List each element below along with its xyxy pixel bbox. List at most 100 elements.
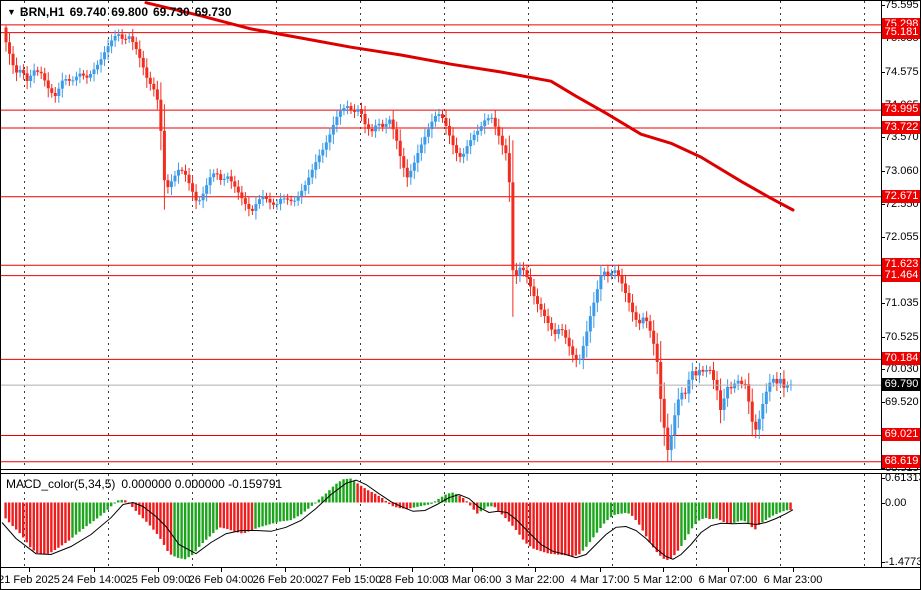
- macd-histogram-bar: [268, 502, 271, 525]
- quote-low: 69.730: [153, 5, 190, 19]
- candle: [257, 199, 261, 204]
- price-tick-label: 73.060: [885, 164, 919, 177]
- symbol-dropdown-icon[interactable]: ▼: [7, 7, 16, 17]
- macd-histogram-bar: [486, 502, 490, 507]
- candle: [363, 113, 367, 125]
- candle: [159, 99, 163, 131]
- macd-tick-mark: [881, 561, 885, 563]
- candle: [648, 321, 652, 331]
- candle: [448, 125, 452, 136]
- level-price-badge: 70.184: [882, 352, 920, 366]
- macd-histogram-bar: [550, 502, 553, 554]
- candle: [43, 73, 47, 81]
- candle: [272, 202, 276, 205]
- level-price-badge: 75.181: [882, 25, 920, 39]
- macd-tick-label: -1.47732: [885, 555, 920, 568]
- candle: [493, 117, 497, 127]
- candle: [680, 392, 684, 400]
- candle: [338, 111, 342, 117]
- candle: [609, 272, 613, 276]
- candle: [465, 146, 469, 154]
- time-axis[interactable]: 21 Feb 2025 24 Feb 14:00 25 Feb 09:00 26 Fe…: [1, 567, 920, 589]
- candle: [652, 330, 656, 344]
- level-price-badge: 73.722: [882, 120, 920, 134]
- macd-histogram-bar: [363, 488, 366, 503]
- macd-panel-surface[interactable]: [1, 474, 921, 567]
- candle: [511, 182, 515, 271]
- macd-histogram-bar: [718, 502, 722, 521]
- macd-histogram-bar: [553, 502, 556, 555]
- macd-histogram-bar: [743, 502, 746, 522]
- panel-splitter[interactable]: [1, 469, 920, 474]
- candle: [162, 130, 166, 181]
- candle: [458, 152, 462, 157]
- macd-histogram-bar: [169, 502, 173, 555]
- macd-histogram-bar: [528, 502, 532, 547]
- candle: [486, 118, 490, 121]
- candle: [761, 404, 765, 419]
- candle: [585, 331, 589, 346]
- time-tick-mark: [535, 568, 536, 572]
- candle: [757, 418, 761, 430]
- price-tick-mark: [881, 204, 885, 206]
- main-chart-surface[interactable]: [1, 1, 921, 469]
- macd-histogram-bar: [88, 502, 92, 524]
- candle: [370, 128, 374, 132]
- macd-histogram-bar: [708, 502, 711, 519]
- macd-indicator-values: 0.000000 0.000000 -0.159791: [121, 477, 283, 491]
- macd-histogram-bar: [747, 502, 750, 524]
- time-tick-mark: [221, 568, 222, 572]
- candle: [388, 119, 392, 124]
- level-price-badge: 68.619: [882, 454, 920, 468]
- candle: [676, 399, 680, 416]
- macd-histogram-bar: [592, 502, 595, 538]
- macd-histogram-bar: [778, 502, 782, 513]
- candle: [462, 153, 466, 157]
- candle: [743, 383, 747, 385]
- candle: [750, 401, 754, 422]
- candle: [342, 107, 346, 112]
- candle: [310, 169, 314, 178]
- candle: [81, 73, 85, 76]
- candle: [736, 380, 740, 384]
- candle: [497, 126, 501, 136]
- macd-histogram-bar: [264, 502, 268, 526]
- macd-histogram-bar: [71, 502, 74, 538]
- candle: [152, 83, 156, 90]
- level-price-badge: 69.021: [882, 428, 920, 442]
- macd-histogram-bar: [219, 502, 222, 528]
- candle: [764, 391, 768, 405]
- price-tick-label: 72.550: [885, 198, 919, 211]
- candle: [395, 129, 399, 141]
- macd-histogram-bar: [444, 494, 447, 503]
- candle: [67, 79, 71, 81]
- macd-histogram-bar: [606, 502, 609, 521]
- candle: [708, 369, 712, 371]
- candle: [180, 169, 184, 171]
- candle: [377, 123, 381, 126]
- macd-histogram-bar: [680, 502, 683, 546]
- candle: [694, 371, 698, 376]
- candle: [785, 385, 789, 388]
- macd-histogram-bar: [201, 502, 204, 544]
- macd-histogram-bar: [205, 502, 208, 540]
- symbol-info: ▼ BRN,H1 69.740 69.800 69.730 69.730: [7, 5, 236, 19]
- macd-histogram-bar: [518, 502, 521, 535]
- candle: [226, 176, 230, 179]
- macd-histogram-bar: [416, 502, 419, 507]
- macd-histogram-bar: [141, 502, 145, 519]
- macd-histogram-bar: [275, 502, 278, 523]
- macd-histogram-bar: [286, 502, 289, 521]
- candle: [595, 289, 599, 303]
- macd-histogram-bar: [609, 502, 613, 518]
- candle: [264, 196, 268, 199]
- candle: [712, 370, 716, 380]
- price-tick-label: 68.515: [885, 462, 919, 475]
- quote-high: 69.800: [111, 5, 148, 19]
- macd-histogram-bar: [155, 502, 159, 534]
- macd-histogram-bar: [194, 502, 197, 552]
- macd-histogram-bar: [370, 491, 373, 503]
- macd-histogram-bar: [152, 502, 155, 530]
- time-axis-label: 6 Mar 23:00: [763, 574, 823, 586]
- macd-histogram-bar: [11, 502, 14, 527]
